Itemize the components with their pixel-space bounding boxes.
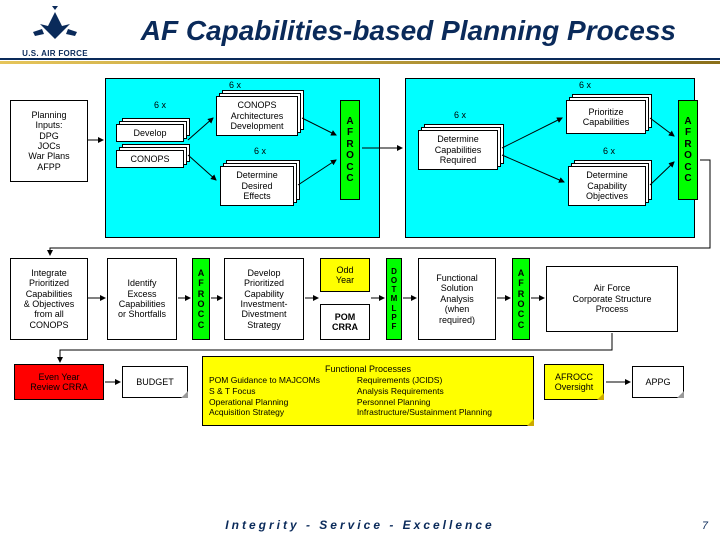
fold-afrocc — [597, 393, 604, 400]
box-conops: CONOPS — [116, 150, 184, 168]
box-determine-effects: Determine Desired Effects — [220, 166, 294, 206]
box-odd-year: Odd Year — [320, 258, 370, 292]
box-afrocc-oversight: AFROCC Oversight — [544, 364, 604, 400]
afrocc-4-r: R — [518, 289, 525, 299]
afrocc-3: AFROCC — [192, 258, 210, 340]
box-af-corp: Air Force Corporate Structure Process — [546, 266, 678, 332]
afrocc-2-f: F — [685, 127, 691, 139]
dotmlpf: DOTMLPF — [386, 258, 402, 340]
afrocc-4-c1: C — [518, 309, 525, 319]
label-6x-top2: 6 x — [570, 80, 600, 90]
afrocc-2-c1: C — [684, 162, 691, 174]
fold-proc — [527, 419, 534, 426]
afrocc-4-c2: C — [518, 320, 525, 330]
box-integrate: Integrate Prioritized Capabilities & Obj… — [10, 258, 88, 340]
box-even-year: Even Year Review CRRA — [14, 364, 104, 400]
afrocc-2-o: O — [684, 150, 692, 162]
afrocc-1-c1: C — [346, 162, 353, 174]
afrocc-4-f: F — [518, 278, 524, 288]
label-6x-obj: 6 x — [594, 146, 624, 156]
box-identify: Identify Excess Capabilities or Shortfal… — [107, 258, 177, 340]
afrocc-1-o: O — [346, 150, 354, 162]
afrocc-3-a: A — [198, 268, 205, 278]
afrocc-2-a: A — [684, 116, 691, 128]
footer-motto: Integrity - Service - Excellence — [0, 518, 720, 532]
box-develop-strategy: Develop Prioritized Capability Investmen… — [224, 258, 304, 340]
afrocc-1-a: A — [346, 116, 353, 128]
diagram-canvas: 6 x 6 x Develop CONOPS CONOPS Architectu… — [0, 60, 720, 480]
label-6x-req: 6 x — [445, 110, 475, 120]
d-o: O — [391, 276, 397, 285]
org-text: U.S. AIR FORCE — [10, 49, 100, 58]
box-prioritize-cap: Prioritize Capabilities — [566, 100, 646, 134]
box-budget: BUDGET — [122, 366, 188, 398]
label-6x-top: 6 x — [220, 80, 250, 90]
label-6x-effects: 6 x — [245, 146, 275, 156]
d-f: F — [392, 322, 397, 331]
air-force-logo — [30, 4, 80, 44]
logo-block: U.S. AIR FORCE — [10, 4, 100, 58]
afrocc-2-r: R — [684, 139, 691, 151]
afrocc-2-c2: C — [684, 173, 691, 185]
box-det-cap-req: Determine Capabilities Required — [418, 130, 498, 170]
afrocc-4-o: O — [517, 299, 524, 309]
d-p: P — [391, 313, 396, 322]
afrocc-4: AFROCC — [512, 258, 530, 340]
afrocc-3-f: F — [198, 278, 204, 288]
d-d: D — [391, 267, 397, 276]
d-l: L — [392, 304, 397, 313]
afrocc-1: AFROCC — [340, 100, 360, 200]
fold-budget — [181, 391, 188, 398]
afrocc-3-c1: C — [198, 309, 205, 319]
page-title: AF Capabilities-based Planning Process — [100, 16, 680, 45]
afrocc-1-c2: C — [346, 173, 353, 185]
header: U.S. AIR FORCE AF Capabilities-based Pla… — [0, 0, 720, 60]
d-t: T — [392, 285, 397, 294]
box-conops-arch: CONOPS Architectures Development — [216, 96, 298, 136]
afrocc-3-c2: C — [198, 320, 205, 330]
box-planning-inputs: Planning Inputs: DPG JOCs War Plans AFPP — [10, 100, 88, 182]
fold-appg — [677, 391, 684, 398]
label-6x-dev: 6 x — [145, 100, 175, 110]
proc-col1: POM Guidance to MAJCOMs S & T Focus Oper… — [209, 375, 351, 418]
afrocc-4-a: A — [518, 268, 525, 278]
d-m: M — [391, 294, 398, 303]
box-develop: Develop — [116, 124, 184, 142]
proc-title: Functional Processes — [209, 364, 527, 375]
afrocc-1-f: F — [347, 127, 353, 139]
page-number: 7 — [702, 520, 708, 532]
afrocc-1-r: R — [346, 139, 353, 151]
afrocc-2: AFROCC — [678, 100, 698, 200]
box-fsa: Functional Solution Analysis (when requi… — [418, 258, 496, 340]
box-functional-processes: Functional Processes POM Guidance to MAJ… — [202, 356, 534, 426]
box-det-cap-obj: Determine Capability Objectives — [568, 166, 646, 206]
box-pom-crra: POM CRRA — [320, 304, 370, 340]
afrocc-3-o: O — [197, 299, 204, 309]
proc-col2: Requirements (JCIDS) Analysis Requiremen… — [357, 375, 527, 418]
afrocc-3-r: R — [198, 289, 205, 299]
